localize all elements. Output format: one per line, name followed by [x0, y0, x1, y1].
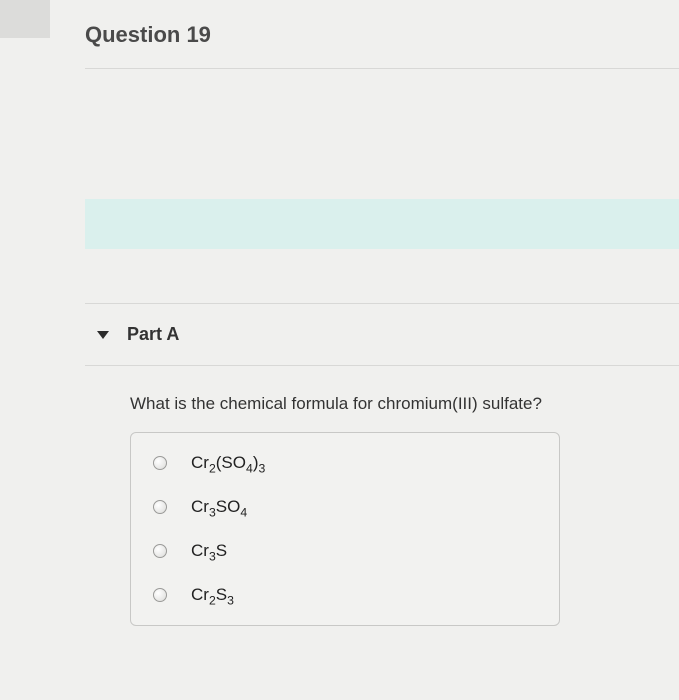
question-prompt: What is the chemical formula for chromiu… — [130, 394, 679, 414]
option-row[interactable]: Cr3SO4 — [131, 485, 559, 529]
radio-icon[interactable] — [153, 544, 167, 558]
option-label: Cr2S3 — [191, 585, 234, 605]
caret-down-icon — [97, 331, 109, 339]
option-row[interactable]: Cr2S3 — [131, 573, 559, 617]
option-label: Cr2(SO4)3 — [191, 453, 265, 473]
part-label: Part A — [127, 324, 179, 345]
radio-icon[interactable] — [153, 588, 167, 602]
spacer — [85, 249, 679, 304]
question-body: What is the chemical formula for chromiu… — [85, 366, 679, 626]
option-label: Cr3SO4 — [191, 497, 247, 517]
info-banner — [85, 199, 679, 249]
main-content: Question 19 Part A What is the chemical … — [0, 0, 679, 626]
question-title: Question 19 — [85, 22, 679, 68]
option-label: Cr3S — [191, 541, 227, 561]
left-sidebar-stub — [0, 0, 50, 38]
option-row[interactable]: Cr3S — [131, 529, 559, 573]
options-container: Cr2(SO4)3 Cr3SO4 Cr3S Cr2S3 — [130, 432, 560, 626]
spacer — [85, 69, 679, 199]
radio-icon[interactable] — [153, 456, 167, 470]
radio-icon[interactable] — [153, 500, 167, 514]
part-header[interactable]: Part A — [85, 304, 679, 366]
option-row[interactable]: Cr2(SO4)3 — [131, 441, 559, 485]
